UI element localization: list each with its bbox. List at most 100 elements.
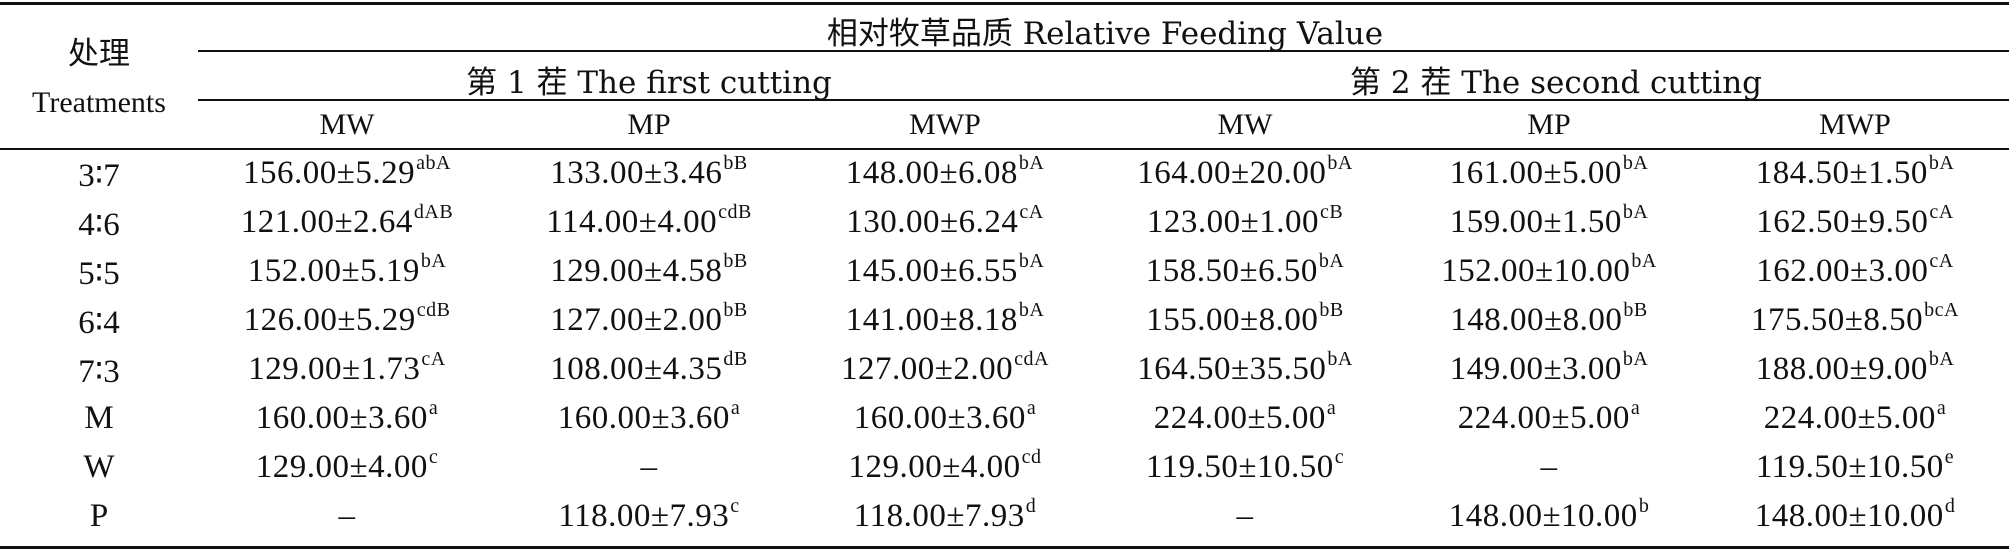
cell-value: 149.00±3.00	[1449, 351, 1622, 387]
significance-letters: a	[1326, 397, 1337, 419]
cell-value: 175.50±8.50	[1751, 302, 1924, 338]
significance-letters: bA	[1327, 348, 1353, 370]
significance-letters: d	[1944, 495, 1956, 517]
table-cell: 162.50±9.50cA	[1756, 201, 1954, 241]
table-cell: 148.00±8.00bB	[1450, 299, 1647, 339]
cell-value: –	[1540, 449, 1558, 485]
table-cell: 118.00±7.93d	[853, 495, 1037, 535]
table-cell: 119.50±10.50e	[1755, 446, 1954, 486]
row-label: W	[83, 449, 115, 485]
significance-letters: bA	[1622, 201, 1649, 223]
table-cell: 152.00±5.19bA	[248, 250, 447, 290]
table-cell: 149.00±3.00bA	[1449, 348, 1649, 388]
title-underline	[198, 50, 2009, 52]
significance-letters: bB	[723, 250, 748, 272]
table-cell: 145.00±6.55bA	[846, 250, 1045, 290]
cell-value: 108.00±4.35	[550, 351, 723, 387]
cell-value: 184.50±1.50	[1755, 155, 1928, 191]
table-cell: 129.00±4.00cd	[848, 446, 1041, 486]
significance-letters: cA	[1929, 201, 1954, 223]
table-cell: –	[1237, 498, 1254, 535]
row-label: M	[84, 400, 114, 436]
table-cell: 148.00±6.08bA	[845, 152, 1045, 192]
cell-value: 118.00±7.93	[853, 498, 1025, 534]
significance-letters: a	[730, 397, 741, 419]
cell-value: 148.00±8.00	[1450, 302, 1623, 338]
table-cell: 160.00±3.60a	[557, 397, 741, 437]
table-cell: 126.00±5.29cdB	[244, 299, 451, 339]
table-cell: –	[641, 449, 658, 486]
cell-value: 188.00±9.00	[1755, 351, 1928, 387]
significance-letters: bA	[1318, 250, 1345, 272]
table-cell: 148.00±10.00b	[1448, 495, 1650, 535]
significance-letters: cdA	[1014, 348, 1049, 370]
cutting-underline	[198, 99, 2009, 101]
second-cutting-header: 第 2 茬 The second cutting	[1349, 65, 1763, 101]
col-header: MP	[1527, 108, 1571, 141]
table-cell: –	[339, 498, 356, 535]
table-cell: 175.50±8.50bcA	[1751, 299, 1959, 339]
significance-letters: bcA	[1924, 299, 1959, 321]
cell-value: 224.00±5.00	[1153, 400, 1326, 436]
table-cell: 164.00±20.00bA	[1137, 152, 1353, 192]
cell-value: 114.00±4.00	[546, 204, 718, 240]
cell-value: 118.00±7.93	[558, 498, 730, 534]
significance-letters: abA	[416, 152, 451, 174]
significance-letters: a	[428, 397, 439, 419]
cell-value: 224.00±5.00	[1457, 400, 1630, 436]
table-cell: 129.00±4.00c	[256, 446, 439, 486]
table-cell: 123.00±1.00cB	[1146, 201, 1343, 241]
row-label: 3∶7	[78, 158, 120, 194]
cell-value: –	[640, 449, 658, 485]
top-rule	[0, 2, 2009, 5]
col-header: MP	[627, 108, 671, 141]
significance-letters: dB	[723, 348, 748, 370]
table-cell: 164.50±35.50bA	[1137, 348, 1353, 388]
significance-letters: cdB	[416, 299, 451, 321]
cell-value: 121.00±2.64	[240, 204, 413, 240]
cell-value: 119.50±10.50	[1755, 449, 1944, 485]
table-cell: 148.00±10.00d	[1755, 495, 1956, 535]
table-cell: 129.00±4.58bB	[550, 250, 748, 290]
cell-value: 130.00±6.24	[846, 204, 1019, 240]
table-cell: 130.00±6.24cA	[846, 201, 1043, 241]
treatment-header-cn: 处理	[68, 36, 130, 72]
table-cell: 159.00±1.50bA	[1449, 201, 1649, 241]
cell-value: 148.00±6.08	[845, 155, 1018, 191]
table-cell: 188.00±9.00bA	[1755, 348, 1955, 388]
table-cell: 141.00±8.18bA	[845, 299, 1045, 339]
table-cell: 161.00±5.00bA	[1450, 152, 1649, 192]
significance-letters: c	[1334, 446, 1345, 468]
significance-letters: bA	[1631, 250, 1657, 272]
significance-letters: bB	[723, 152, 748, 174]
table-cell: 155.00±8.00bB	[1146, 299, 1344, 339]
significance-letters: c	[428, 446, 439, 468]
cell-value: 160.00±3.60	[853, 400, 1026, 436]
table-cell: 127.00±2.00cdA	[841, 348, 1049, 388]
cell-value: 141.00±8.18	[845, 302, 1018, 338]
col-header: MW	[1217, 108, 1273, 141]
significance-letters: cA	[421, 348, 446, 370]
cell-value: 158.50±6.50	[1145, 253, 1318, 289]
cell-value: 148.00±10.00	[1448, 498, 1638, 534]
significance-letters: bA	[1018, 152, 1045, 174]
table-cell: 108.00±4.35dB	[550, 348, 748, 388]
significance-letters: dAB	[413, 201, 454, 223]
table-cell: 160.00±3.60a	[853, 397, 1037, 437]
table-title: 相对牧草品质 Relative Feeding Value	[826, 16, 1384, 52]
significance-letters: a	[1936, 397, 1947, 419]
bottom-rule	[0, 546, 2009, 549]
col-header: MWP	[1819, 108, 1891, 141]
significance-letters: bA	[1928, 348, 1955, 370]
cell-value: 123.00±1.00	[1146, 204, 1319, 240]
cell-value: 160.00±3.60	[557, 400, 730, 436]
significance-letters: bB	[1319, 299, 1344, 321]
significance-letters: bB	[723, 299, 748, 321]
cell-value: 159.00±1.50	[1449, 204, 1622, 240]
significance-letters: cA	[1929, 250, 1954, 272]
significance-letters: d	[1025, 495, 1037, 517]
table-cell: 127.00±2.00bB	[550, 299, 748, 339]
table-cell: 118.00±7.93c	[558, 495, 739, 535]
first-cutting-header: 第 1 茬 The first cutting	[466, 65, 832, 101]
row-label: 5∶5	[78, 256, 120, 292]
